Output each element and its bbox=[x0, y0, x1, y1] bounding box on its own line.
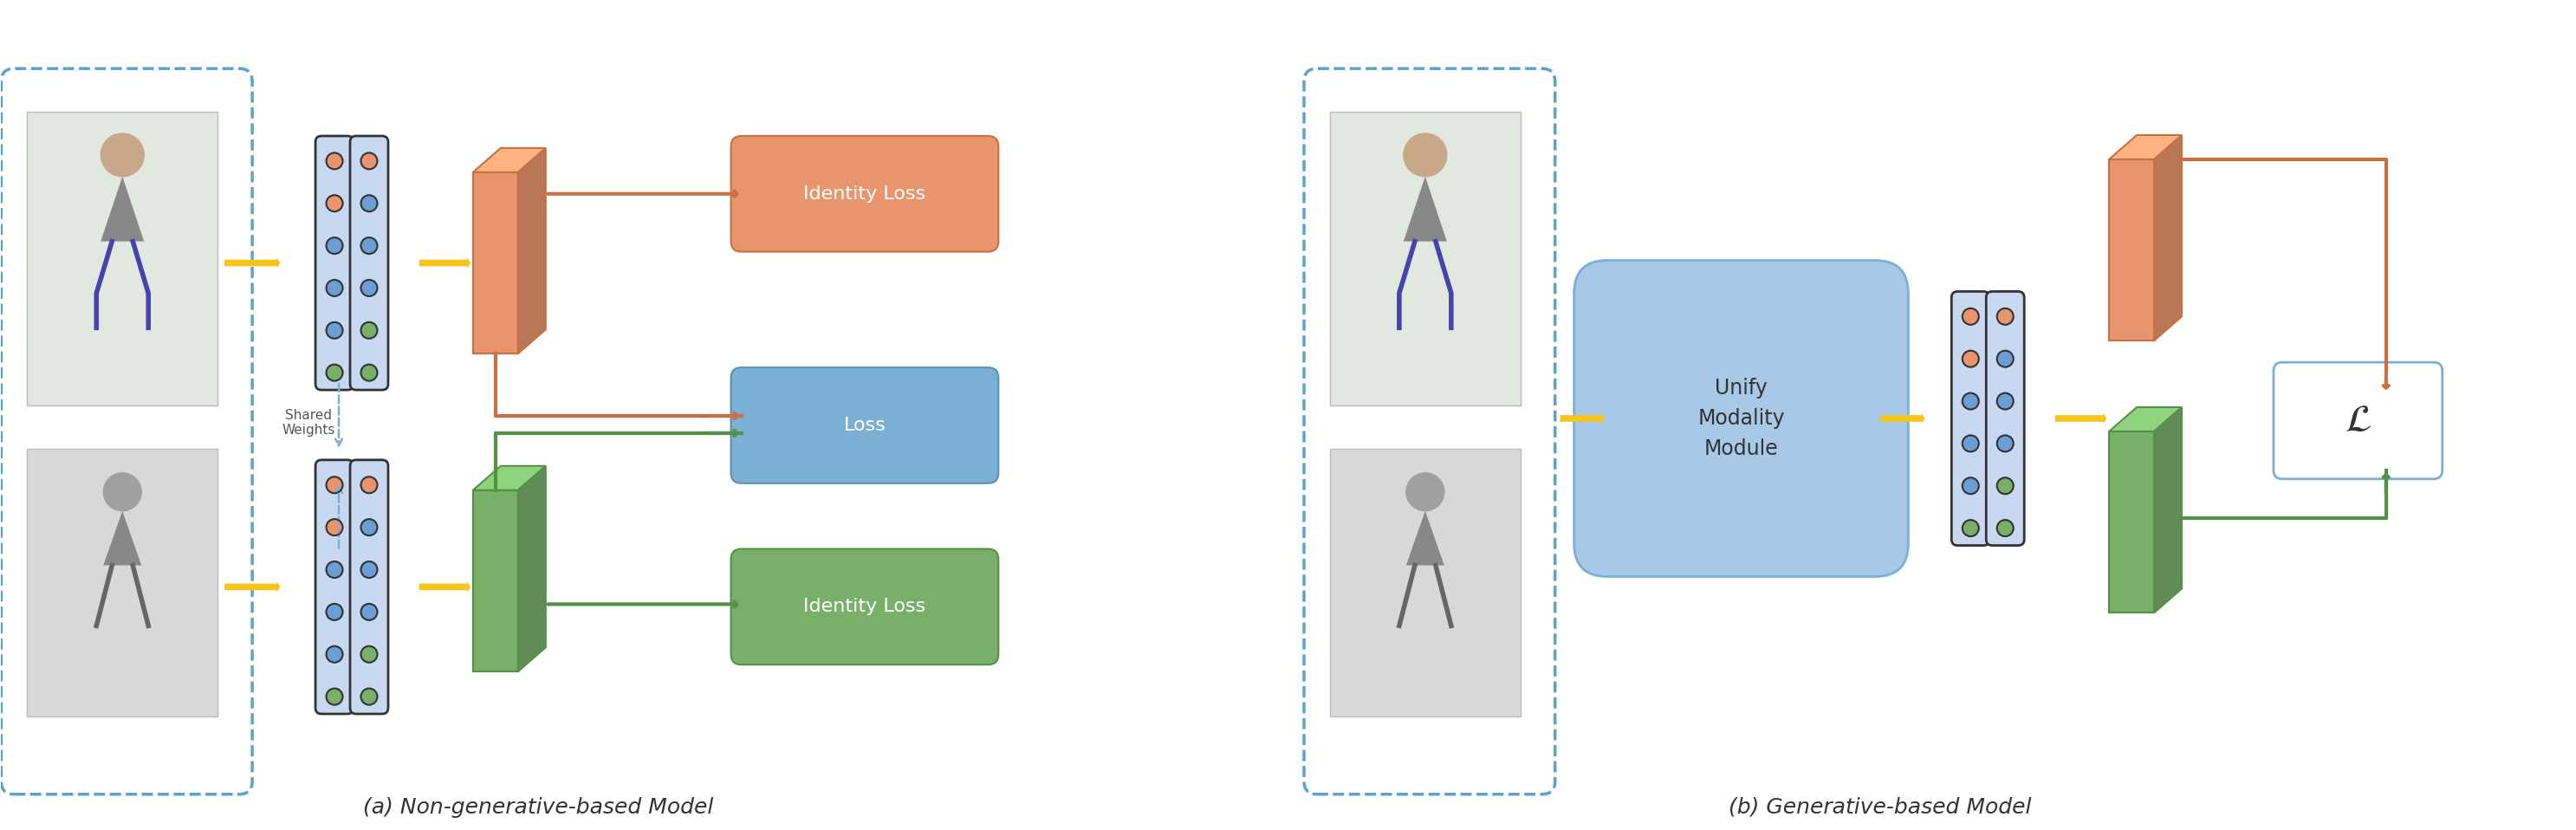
Polygon shape bbox=[2110, 135, 2182, 159]
Circle shape bbox=[361, 688, 376, 705]
Polygon shape bbox=[2110, 432, 2154, 613]
FancyBboxPatch shape bbox=[0, 69, 252, 794]
Circle shape bbox=[361, 603, 376, 620]
Circle shape bbox=[327, 476, 343, 493]
Polygon shape bbox=[2110, 159, 2154, 340]
FancyBboxPatch shape bbox=[1953, 291, 1989, 545]
Text: Shared
Weights: Shared Weights bbox=[281, 408, 335, 437]
Circle shape bbox=[361, 237, 376, 254]
Circle shape bbox=[1963, 308, 1978, 325]
Circle shape bbox=[1996, 350, 2014, 367]
Polygon shape bbox=[2154, 408, 2182, 613]
Text: Loss: Loss bbox=[842, 417, 886, 434]
FancyBboxPatch shape bbox=[350, 460, 389, 714]
Polygon shape bbox=[474, 491, 518, 671]
Polygon shape bbox=[2110, 408, 2182, 432]
Circle shape bbox=[361, 322, 376, 339]
FancyBboxPatch shape bbox=[350, 136, 389, 390]
Polygon shape bbox=[474, 466, 546, 491]
Circle shape bbox=[1996, 435, 2014, 452]
Circle shape bbox=[361, 476, 376, 493]
FancyBboxPatch shape bbox=[732, 368, 999, 483]
Circle shape bbox=[100, 134, 144, 177]
Circle shape bbox=[327, 646, 343, 662]
Circle shape bbox=[1406, 473, 1445, 511]
Polygon shape bbox=[1406, 511, 1445, 565]
Text: Unify
Modality
Module: Unify Modality Module bbox=[1698, 378, 1785, 460]
Circle shape bbox=[327, 237, 343, 254]
Circle shape bbox=[327, 603, 343, 620]
Polygon shape bbox=[1404, 177, 1448, 242]
Circle shape bbox=[1404, 134, 1448, 177]
Circle shape bbox=[361, 280, 376, 296]
Circle shape bbox=[361, 153, 376, 169]
Circle shape bbox=[361, 195, 376, 212]
FancyBboxPatch shape bbox=[1329, 112, 1520, 406]
Polygon shape bbox=[518, 148, 546, 354]
FancyBboxPatch shape bbox=[28, 449, 216, 716]
Circle shape bbox=[1963, 350, 1978, 367]
Circle shape bbox=[327, 153, 343, 169]
Circle shape bbox=[1963, 520, 1978, 536]
Circle shape bbox=[327, 364, 343, 381]
FancyBboxPatch shape bbox=[28, 112, 216, 406]
Circle shape bbox=[361, 519, 376, 535]
Text: (a) Non-generative-based Model: (a) Non-generative-based Model bbox=[363, 797, 714, 818]
Circle shape bbox=[1996, 520, 2014, 536]
Polygon shape bbox=[474, 148, 546, 173]
Polygon shape bbox=[518, 466, 546, 671]
Circle shape bbox=[1996, 308, 2014, 325]
Polygon shape bbox=[100, 177, 144, 242]
Circle shape bbox=[1996, 477, 2014, 494]
Text: Identity Loss: Identity Loss bbox=[804, 185, 925, 203]
FancyBboxPatch shape bbox=[1986, 291, 2025, 545]
Circle shape bbox=[327, 322, 343, 339]
FancyBboxPatch shape bbox=[1303, 69, 1556, 794]
Text: Identity Loss: Identity Loss bbox=[804, 598, 925, 615]
FancyBboxPatch shape bbox=[314, 136, 353, 390]
FancyBboxPatch shape bbox=[1574, 261, 1909, 577]
Circle shape bbox=[327, 519, 343, 535]
FancyBboxPatch shape bbox=[1329, 449, 1520, 716]
Polygon shape bbox=[2154, 135, 2182, 340]
FancyBboxPatch shape bbox=[2275, 363, 2442, 479]
Circle shape bbox=[327, 280, 343, 296]
Circle shape bbox=[327, 688, 343, 705]
FancyBboxPatch shape bbox=[732, 549, 999, 665]
Circle shape bbox=[103, 473, 142, 511]
Circle shape bbox=[327, 195, 343, 212]
Circle shape bbox=[1996, 393, 2014, 409]
Circle shape bbox=[327, 561, 343, 578]
Circle shape bbox=[1963, 393, 1978, 409]
Circle shape bbox=[1963, 435, 1978, 452]
Circle shape bbox=[361, 646, 376, 662]
Polygon shape bbox=[103, 511, 142, 565]
Circle shape bbox=[361, 364, 376, 381]
FancyBboxPatch shape bbox=[314, 460, 353, 714]
Text: (b) Generative-based Model: (b) Generative-based Model bbox=[1728, 797, 2030, 818]
Circle shape bbox=[1963, 477, 1978, 494]
FancyBboxPatch shape bbox=[732, 136, 999, 251]
Circle shape bbox=[361, 561, 376, 578]
Polygon shape bbox=[474, 173, 518, 354]
Text: $\mathcal{L}$: $\mathcal{L}$ bbox=[2344, 402, 2372, 439]
